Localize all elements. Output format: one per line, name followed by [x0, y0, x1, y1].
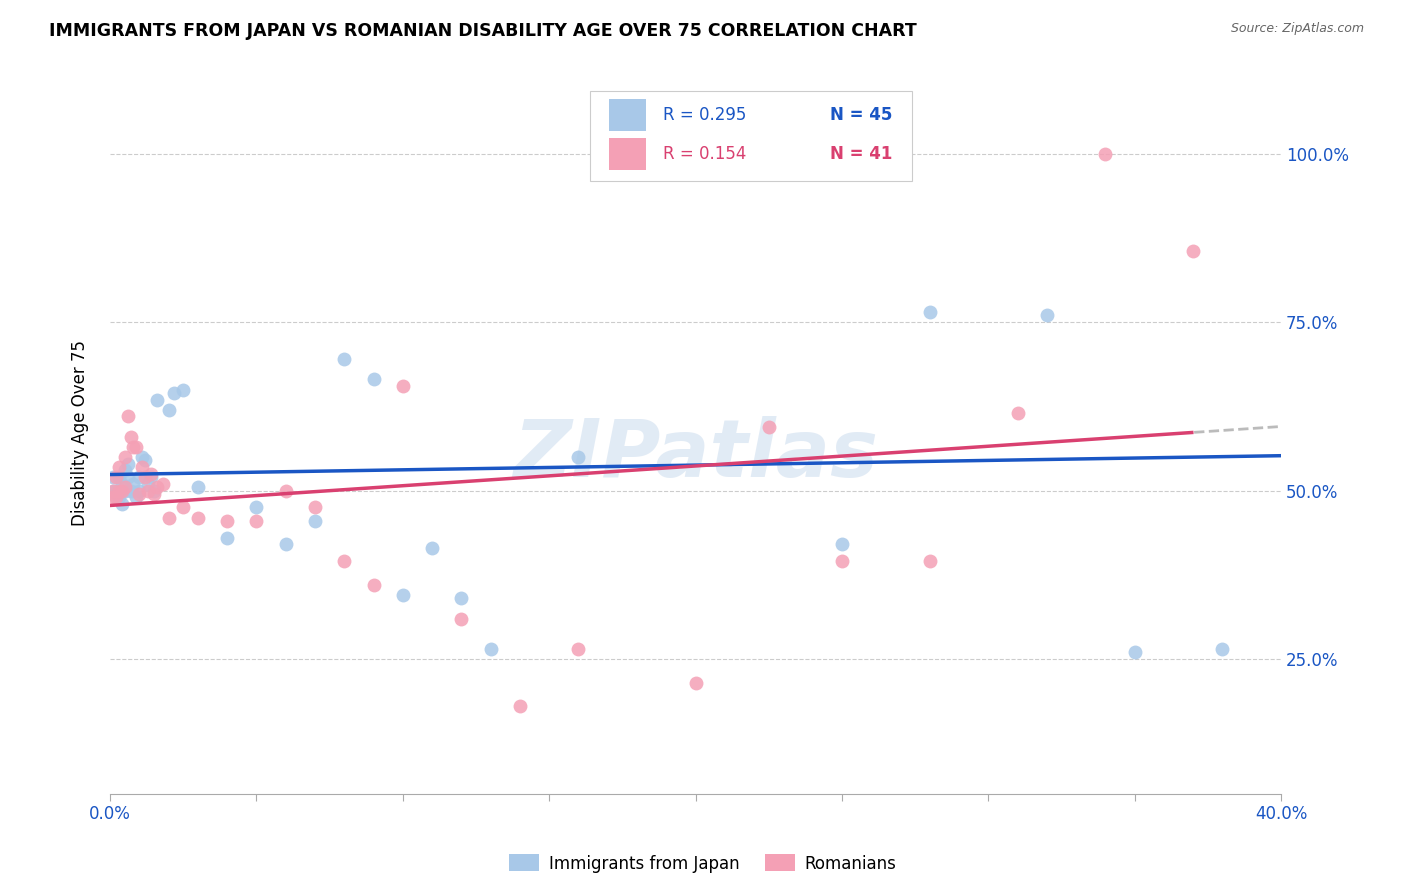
Point — [172, 500, 194, 515]
Point — [128, 470, 150, 484]
Point — [146, 392, 169, 407]
Y-axis label: Disability Age Over 75: Disability Age Over 75 — [72, 341, 89, 526]
Point — [217, 531, 239, 545]
Point — [1094, 146, 1116, 161]
Point — [146, 480, 169, 494]
Point — [304, 500, 326, 515]
Point — [101, 483, 124, 498]
Point — [114, 480, 136, 494]
Point — [391, 588, 413, 602]
Point — [831, 554, 853, 568]
FancyBboxPatch shape — [591, 91, 912, 181]
Point — [101, 483, 124, 498]
Point — [108, 491, 131, 505]
Point — [108, 483, 131, 498]
Point — [114, 463, 136, 477]
Point — [139, 470, 162, 484]
Point — [143, 487, 166, 501]
Point — [363, 578, 385, 592]
Point — [274, 537, 297, 551]
Point — [120, 430, 142, 444]
Point — [567, 641, 589, 656]
Point — [128, 483, 150, 498]
Point — [128, 487, 150, 501]
Point — [217, 514, 239, 528]
Point — [450, 591, 472, 606]
Point — [567, 450, 589, 464]
Point — [108, 460, 131, 475]
Point — [111, 497, 134, 511]
Point — [1182, 244, 1205, 259]
Point — [304, 514, 326, 528]
Point — [104, 491, 127, 505]
Point — [152, 476, 174, 491]
Point — [114, 483, 136, 498]
Legend: Immigrants from Japan, Romanians: Immigrants from Japan, Romanians — [502, 847, 904, 880]
Text: R = 0.295: R = 0.295 — [662, 106, 747, 124]
Point — [117, 470, 139, 484]
Point — [131, 450, 153, 464]
Point — [187, 480, 209, 494]
Point — [640, 146, 662, 161]
Point — [758, 419, 780, 434]
Point — [509, 699, 531, 714]
Point — [163, 385, 186, 400]
Point — [101, 491, 124, 505]
Point — [125, 491, 148, 505]
Text: IMMIGRANTS FROM JAPAN VS ROMANIAN DISABILITY AGE OVER 75 CORRELATION CHART: IMMIGRANTS FROM JAPAN VS ROMANIAN DISABI… — [49, 22, 917, 40]
Point — [333, 352, 356, 367]
Point — [742, 163, 765, 178]
Point — [274, 483, 297, 498]
Point — [187, 510, 209, 524]
Text: R = 0.154: R = 0.154 — [662, 145, 747, 163]
Point — [117, 457, 139, 471]
Point — [420, 541, 443, 555]
Point — [245, 500, 267, 515]
Point — [157, 402, 180, 417]
Point — [139, 467, 162, 481]
Point — [134, 453, 156, 467]
Point — [101, 470, 124, 484]
Point — [111, 483, 134, 498]
Point — [363, 372, 385, 386]
Point — [134, 470, 156, 484]
Point — [104, 470, 127, 484]
Point — [143, 483, 166, 498]
Point — [450, 611, 472, 625]
Point — [1123, 645, 1146, 659]
Point — [918, 305, 941, 319]
Point — [114, 450, 136, 464]
Point — [117, 409, 139, 424]
Point — [831, 537, 853, 551]
Point — [391, 379, 413, 393]
Point — [111, 476, 134, 491]
Point — [685, 675, 707, 690]
FancyBboxPatch shape — [609, 100, 647, 131]
Point — [136, 476, 159, 491]
Text: ZIPatlas: ZIPatlas — [513, 416, 877, 494]
Point — [104, 491, 127, 505]
Point — [1036, 309, 1059, 323]
Text: N = 45: N = 45 — [830, 106, 893, 124]
Point — [131, 460, 153, 475]
Point — [157, 510, 180, 524]
Point — [172, 383, 194, 397]
Point — [104, 483, 127, 498]
Point — [918, 554, 941, 568]
Point — [136, 483, 159, 498]
Point — [479, 641, 502, 656]
Point — [120, 483, 142, 498]
Point — [122, 476, 145, 491]
Text: N = 41: N = 41 — [830, 145, 893, 163]
FancyBboxPatch shape — [609, 138, 647, 170]
Point — [245, 514, 267, 528]
Text: Source: ZipAtlas.com: Source: ZipAtlas.com — [1230, 22, 1364, 36]
Point — [333, 554, 356, 568]
Point — [108, 470, 131, 484]
Point — [1211, 641, 1233, 656]
Point — [122, 440, 145, 454]
Point — [125, 440, 148, 454]
Point — [1007, 406, 1029, 420]
